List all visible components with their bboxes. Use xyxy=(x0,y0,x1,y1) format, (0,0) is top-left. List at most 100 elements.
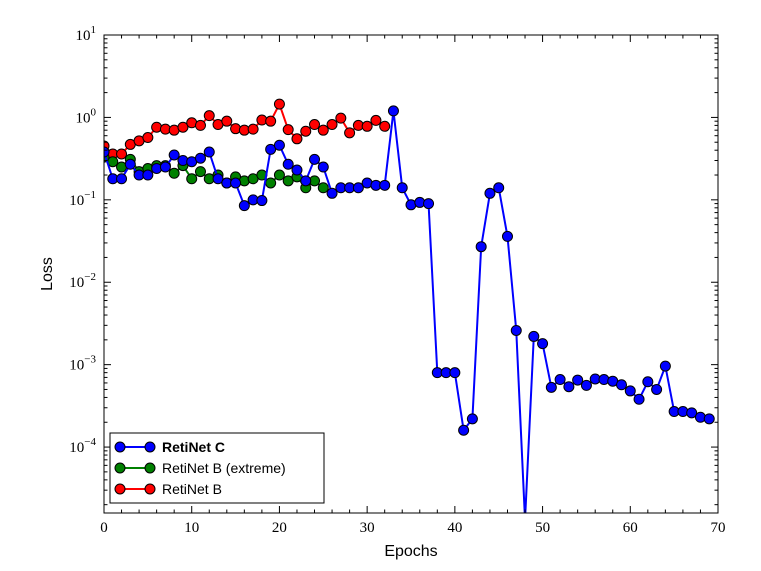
data-point-retinet-c xyxy=(616,379,628,391)
legend-marker-retinet-c xyxy=(114,441,126,453)
data-point-retinet-c xyxy=(238,200,250,212)
x-tick-label: 20 xyxy=(272,520,287,536)
x-tick-label: 70 xyxy=(711,520,726,536)
data-point-retinet-c xyxy=(501,230,513,242)
data-point-retinet-c xyxy=(159,161,171,173)
data-point-retinet-c xyxy=(484,187,496,199)
data-point-retinet-b xyxy=(142,132,154,144)
data-point-retinet-b-extreme xyxy=(186,173,198,185)
x-tick-label: 40 xyxy=(447,520,462,536)
data-point-retinet-b xyxy=(379,120,391,132)
data-point-retinet-b xyxy=(344,127,356,139)
data-point-retinet-b xyxy=(309,119,321,131)
y-tick-label: 100 xyxy=(76,106,97,126)
legend-marker-retinet-b xyxy=(114,483,126,495)
data-point-retinet-b xyxy=(203,110,215,122)
data-point-retinet-c xyxy=(580,379,592,391)
legend: RetiNet C RetiNet B (extreme) RetiNet B xyxy=(109,432,325,504)
data-point-retinet-c xyxy=(563,381,575,393)
legend-label-retinet-b: RetiNet B xyxy=(162,481,222,497)
x-tick-label: 30 xyxy=(360,520,375,536)
legend-label-retinet-b-extreme: RetiNet B (extreme) xyxy=(162,460,286,476)
data-point-retinet-c xyxy=(256,195,268,207)
data-point-retinet-c xyxy=(309,153,321,165)
data-point-retinet-b xyxy=(335,112,347,124)
data-point-retinet-b xyxy=(265,115,277,127)
data-point-retinet-b xyxy=(194,119,206,131)
data-point-retinet-b-extreme xyxy=(265,177,277,189)
legend-label-retinet-c: RetiNet C xyxy=(162,439,225,455)
data-point-retinet-c xyxy=(694,411,706,423)
data-point-retinet-c xyxy=(396,182,408,194)
data-point-retinet-c xyxy=(659,360,671,372)
x-tick-label: 10 xyxy=(184,520,199,536)
data-point-retinet-b xyxy=(177,121,189,133)
data-point-retinet-c xyxy=(300,175,312,187)
data-point-retinet-b xyxy=(221,115,233,127)
data-point-retinet-c xyxy=(475,241,487,253)
data-point-retinet-c xyxy=(212,173,224,185)
data-point-retinet-c xyxy=(651,383,663,395)
data-point-retinet-c xyxy=(282,158,294,170)
y-tick-label: 10−4 xyxy=(69,436,96,456)
data-point-retinet-c xyxy=(273,139,285,151)
data-point-retinet-c xyxy=(598,374,610,386)
data-point-retinet-b-extreme xyxy=(194,166,206,178)
data-point-retinet-c xyxy=(317,161,329,173)
data-point-retinet-b xyxy=(291,133,303,145)
data-point-retinet-c xyxy=(265,143,277,155)
data-point-retinet-b xyxy=(326,119,338,131)
data-point-retinet-c xyxy=(466,413,478,425)
ticks-layer: 0 10 20 30 40 50 60 70 10−4 10−3 10−2 10−1 100 101 xyxy=(69,24,725,536)
y-tick-label: 101 xyxy=(76,24,97,44)
plot-frame xyxy=(103,34,719,514)
data-point-retinet-c xyxy=(642,376,654,388)
data-point-retinet-c xyxy=(458,424,470,436)
data-point-retinet-c xyxy=(545,381,557,393)
data-point-retinet-c xyxy=(510,324,522,336)
data-point-retinet-b xyxy=(300,125,312,137)
data-point-retinet-b xyxy=(273,98,285,110)
data-point-retinet-c xyxy=(624,385,636,397)
data-point-retinet-c xyxy=(326,187,338,199)
series-retinet-c xyxy=(104,105,715,513)
series-layer xyxy=(104,98,715,513)
data-point-retinet-c xyxy=(124,158,136,170)
data-point-retinet-b xyxy=(370,114,382,126)
data-point-retinet-c xyxy=(203,146,215,158)
data-point-retinet-c xyxy=(537,338,549,350)
legend-marker-retinet-b-extreme xyxy=(144,462,156,474)
data-point-retinet-c xyxy=(291,164,303,176)
y-tick-label: 10−1 xyxy=(69,189,96,209)
data-point-retinet-c xyxy=(633,393,645,405)
data-point-retinet-c xyxy=(528,330,540,342)
data-point-retinet-c xyxy=(142,169,154,181)
y-tick-label: 10−3 xyxy=(69,354,96,374)
data-point-retinet-b xyxy=(116,148,128,160)
data-point-retinet-b xyxy=(282,124,294,136)
y-axis-label: Loss xyxy=(39,257,56,291)
data-point-retinet-c xyxy=(104,146,110,158)
data-point-retinet-c xyxy=(703,413,715,425)
data-point-retinet-c xyxy=(168,149,180,161)
data-point-retinet-c xyxy=(352,182,364,194)
data-point-retinet-c xyxy=(493,182,505,194)
data-point-retinet-c xyxy=(554,374,566,386)
y-tick-label: 10−2 xyxy=(69,271,96,291)
data-point-retinet-c xyxy=(194,152,206,164)
legend-marker-retinet-b xyxy=(144,483,156,495)
data-point-retinet-b xyxy=(247,123,259,135)
data-point-retinet-c xyxy=(379,179,391,191)
data-point-retinet-c xyxy=(230,177,242,189)
x-axis-label: Epochs xyxy=(384,543,437,560)
data-point-retinet-b xyxy=(317,124,329,136)
data-point-retinet-c xyxy=(449,367,461,379)
data-point-retinet-c xyxy=(423,198,435,210)
data-point-retinet-c xyxy=(116,173,128,185)
x-tick-label: 0 xyxy=(100,520,108,536)
data-point-retinet-c xyxy=(572,374,584,386)
data-point-retinet-b-extreme xyxy=(273,169,285,181)
data-point-retinet-c xyxy=(686,407,698,419)
